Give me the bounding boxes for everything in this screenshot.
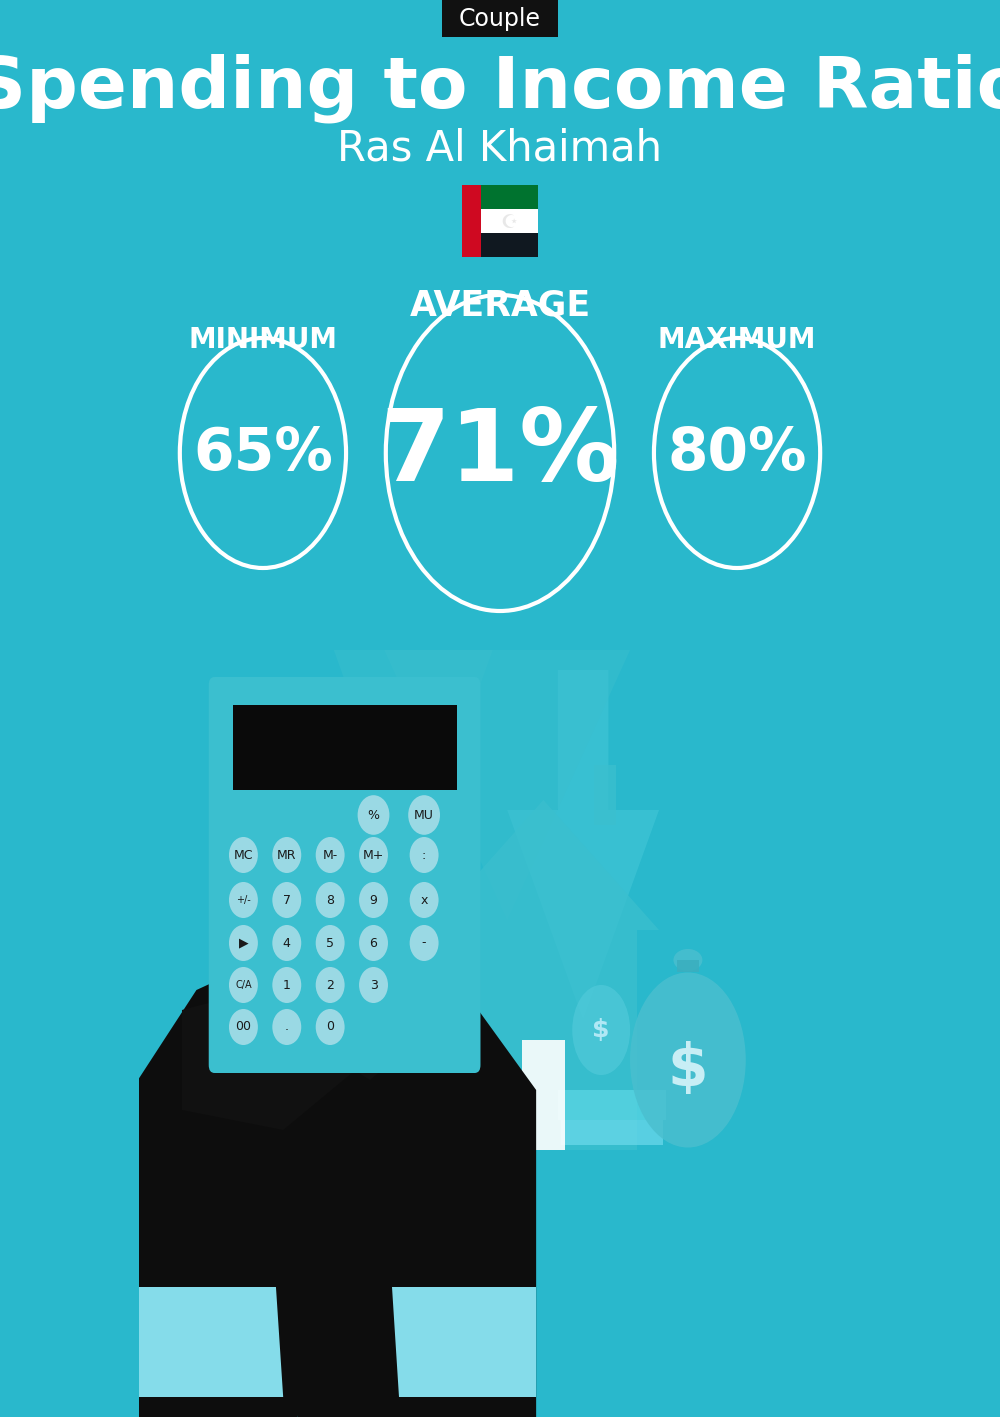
Text: 6: 6 xyxy=(370,937,377,949)
Ellipse shape xyxy=(316,1009,345,1044)
Polygon shape xyxy=(428,801,659,930)
Ellipse shape xyxy=(316,881,345,918)
FancyBboxPatch shape xyxy=(522,1040,565,1151)
Ellipse shape xyxy=(272,1009,301,1044)
Text: 80%: 80% xyxy=(667,425,807,482)
FancyBboxPatch shape xyxy=(233,706,457,791)
FancyBboxPatch shape xyxy=(462,186,538,208)
Ellipse shape xyxy=(229,881,258,918)
Text: 1: 1 xyxy=(283,979,291,992)
FancyBboxPatch shape xyxy=(442,0,558,37)
Ellipse shape xyxy=(272,966,301,1003)
Ellipse shape xyxy=(316,966,345,1003)
Polygon shape xyxy=(392,1287,536,1397)
Ellipse shape xyxy=(316,837,345,873)
Ellipse shape xyxy=(359,837,388,873)
Ellipse shape xyxy=(572,985,630,1076)
Text: 9: 9 xyxy=(370,894,377,907)
Text: M-: M- xyxy=(323,849,338,862)
FancyBboxPatch shape xyxy=(594,765,616,825)
FancyBboxPatch shape xyxy=(561,1119,663,1145)
Ellipse shape xyxy=(229,837,258,873)
Text: 3: 3 xyxy=(370,979,377,992)
Polygon shape xyxy=(384,650,630,920)
Text: 5: 5 xyxy=(326,937,334,949)
Ellipse shape xyxy=(359,966,388,1003)
Ellipse shape xyxy=(359,881,388,918)
Text: 8: 8 xyxy=(326,894,334,907)
Text: ▶: ▶ xyxy=(239,937,248,949)
Ellipse shape xyxy=(630,972,746,1148)
Text: Ras Al Khaimah: Ras Al Khaimah xyxy=(337,128,662,169)
Text: MC: MC xyxy=(234,849,253,862)
Text: 7: 7 xyxy=(283,894,291,907)
Ellipse shape xyxy=(272,925,301,961)
Polygon shape xyxy=(283,920,536,1417)
Ellipse shape xyxy=(358,795,389,835)
Ellipse shape xyxy=(316,925,345,961)
Text: 71%: 71% xyxy=(380,404,620,502)
Ellipse shape xyxy=(272,881,301,918)
Ellipse shape xyxy=(408,795,440,835)
FancyBboxPatch shape xyxy=(449,930,637,1151)
Ellipse shape xyxy=(229,1009,258,1044)
Text: x: x xyxy=(420,894,428,907)
Text: ☪: ☪ xyxy=(501,213,518,232)
Ellipse shape xyxy=(359,925,388,961)
Text: Spending to Income Ratio: Spending to Income Ratio xyxy=(0,54,1000,123)
FancyBboxPatch shape xyxy=(462,232,538,256)
Text: Couple: Couple xyxy=(459,7,541,31)
Text: $: $ xyxy=(668,1041,708,1098)
Polygon shape xyxy=(507,670,659,1020)
Ellipse shape xyxy=(410,837,439,873)
Polygon shape xyxy=(182,971,355,1129)
Text: -: - xyxy=(422,937,426,949)
Ellipse shape xyxy=(272,837,301,873)
Polygon shape xyxy=(334,650,493,870)
Ellipse shape xyxy=(229,966,258,1003)
FancyBboxPatch shape xyxy=(558,1090,666,1119)
Text: 0: 0 xyxy=(326,1020,334,1033)
Text: .: . xyxy=(285,1020,289,1033)
Ellipse shape xyxy=(229,925,258,961)
FancyBboxPatch shape xyxy=(677,959,699,972)
FancyBboxPatch shape xyxy=(462,208,538,232)
Text: +/-: +/- xyxy=(236,896,251,905)
Text: MR: MR xyxy=(277,849,297,862)
FancyBboxPatch shape xyxy=(209,677,480,1073)
Text: MAXIMUM: MAXIMUM xyxy=(658,326,816,354)
Text: AVERAGE: AVERAGE xyxy=(409,288,591,322)
Text: M+: M+ xyxy=(363,849,384,862)
Ellipse shape xyxy=(673,949,702,971)
Polygon shape xyxy=(290,910,442,1080)
Text: :: : xyxy=(422,849,426,862)
Ellipse shape xyxy=(410,925,439,961)
FancyBboxPatch shape xyxy=(462,186,481,256)
Polygon shape xyxy=(355,860,413,981)
Polygon shape xyxy=(131,1287,283,1397)
Text: MU: MU xyxy=(414,809,434,822)
Text: %: % xyxy=(368,809,380,822)
Text: 4: 4 xyxy=(283,937,291,949)
Text: $: $ xyxy=(592,1017,610,1041)
Text: C/A: C/A xyxy=(235,981,252,990)
Polygon shape xyxy=(131,949,370,1417)
Text: MINIMUM: MINIMUM xyxy=(188,326,337,354)
Text: 65%: 65% xyxy=(193,425,333,482)
Text: 00: 00 xyxy=(235,1020,251,1033)
Ellipse shape xyxy=(410,881,439,918)
Text: 2: 2 xyxy=(326,979,334,992)
